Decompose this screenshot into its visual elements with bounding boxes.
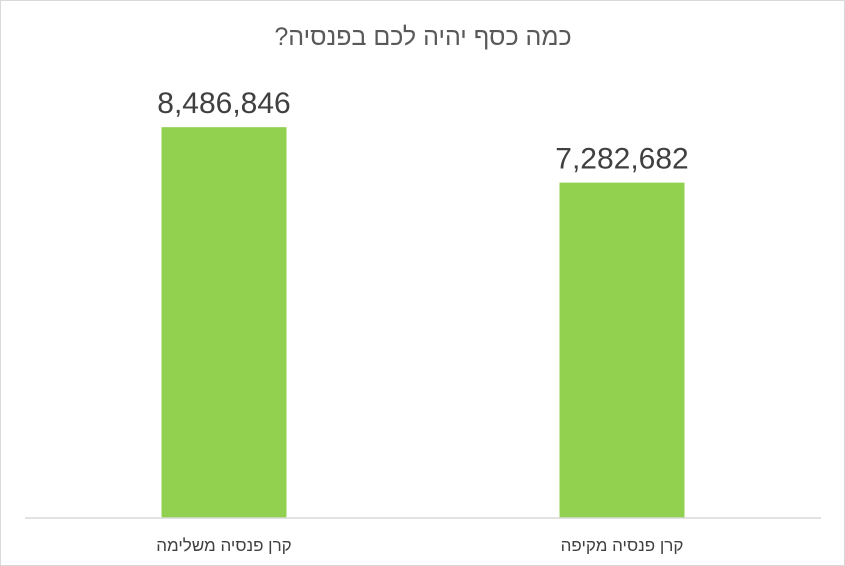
chart-title: כמה כסף יהיה לכם בפנסיה?	[274, 23, 571, 51]
category-label-0: קרן פנסיה משלימה	[156, 536, 291, 555]
bar-0	[161, 127, 287, 519]
bar-1	[559, 182, 685, 518]
data-labels-group: 8,486,846 7,282,682	[157, 87, 688, 175]
category-label-1: קרן פנסיה מקיפה	[561, 536, 684, 555]
data-label-0: 8,486,846	[157, 87, 290, 120]
category-ticks-group: קרן פנסיה משלימה קרן פנסיה מקיפה	[156, 536, 683, 555]
bars-group	[161, 127, 685, 519]
data-label-1: 7,282,682	[555, 143, 688, 176]
